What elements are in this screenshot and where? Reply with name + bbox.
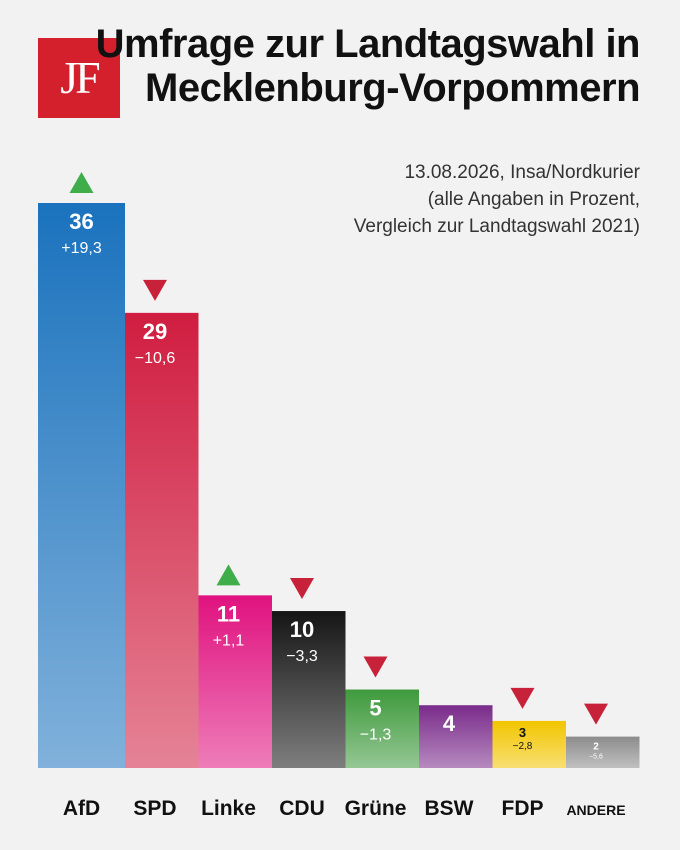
bar-spd (111, 312, 199, 768)
category-label-bsw: BSW (425, 797, 474, 820)
trend-down-icon-andere (584, 703, 608, 725)
trend-up-icon-linke (216, 564, 241, 586)
change-label-spd: −10,6 (135, 350, 176, 367)
change-label-andere: −5,6 (589, 754, 603, 761)
value-label-spd: 29 (143, 319, 167, 344)
jf-logo-text: JF (60, 52, 100, 103)
jf-logo: JF (38, 38, 120, 118)
change-label-afd: +19,3 (61, 240, 102, 257)
category-label-fdp: FDP (502, 797, 544, 820)
category-label-spd: SPD (133, 797, 176, 820)
value-label-grüne: 5 (369, 696, 381, 721)
subtitle-date-source: 13.08.2026, Insa/Nordkurier (404, 162, 640, 183)
trend-down-icon-spd (143, 279, 167, 301)
value-label-cdu: 10 (290, 617, 314, 642)
change-label-cdu: −3,3 (286, 648, 318, 665)
chart-title: Umfrage zur Landtagswahl in Mecklenburg-… (95, 22, 641, 110)
trend-down-icon-cdu (290, 578, 314, 600)
bar-linke (185, 595, 272, 768)
bar-bsw (405, 705, 493, 768)
bar-grüne (332, 689, 419, 768)
bar-andere (552, 736, 640, 768)
category-label-grüne: Grüne (345, 797, 407, 820)
trend-down-icon-grüne (363, 656, 388, 678)
change-label-linke: +1,1 (213, 632, 245, 649)
category-label-andere: ANDERE (566, 802, 625, 818)
value-label-fdp: 3 (519, 725, 526, 740)
bar-cdu (258, 611, 346, 768)
value-label-linke: 11 (217, 601, 240, 626)
value-label-andere: 2 (593, 742, 599, 753)
trend-down-icon-fdp (510, 687, 535, 709)
bar-fdp (479, 720, 566, 768)
change-label-fdp: −2,8 (513, 741, 533, 752)
trend-up-icon-afd (69, 172, 94, 193)
change-label-grüne: −1,3 (360, 727, 392, 744)
category-label-linke: Linke (201, 797, 256, 820)
subtitle-comparison-note: Vergleich zur Landtagswahl 2021) (353, 216, 640, 237)
subtitle-unit-note: (alle Angaben in Prozent, (427, 189, 640, 210)
category-label-cdu: CDU (279, 797, 325, 820)
category-label-afd: AfD (63, 797, 100, 820)
value-label-bsw: 4 (443, 711, 456, 736)
bar-afd (38, 203, 125, 768)
value-label-afd: 36 (69, 209, 93, 234)
